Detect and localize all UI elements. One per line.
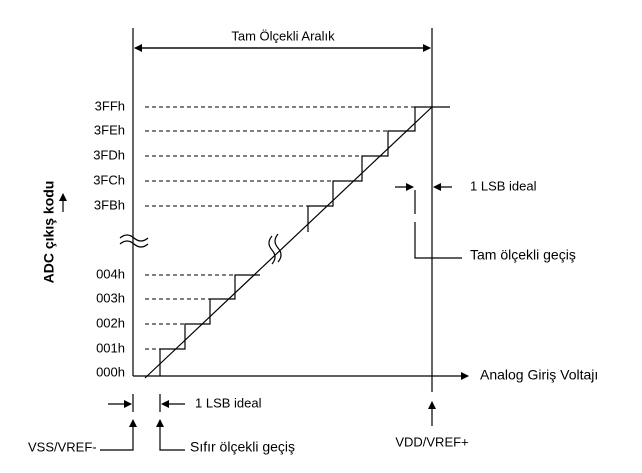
code-label: 002h <box>96 315 125 330</box>
annotation: VSS/VREF- <box>28 439 97 454</box>
code-labels: 3FFh 3FEh 3FDh 3FCh 3FBh 004h 003h 002h … <box>93 98 125 379</box>
y-axis-label-group: ADC çıkış kodu <box>41 181 67 284</box>
title: Tam Ölçekli Aralık <box>231 28 335 43</box>
annotation: VDD/VREF+ <box>395 434 468 449</box>
code-label: 004h <box>96 266 125 281</box>
annotation: Tam ölçekli geçiş <box>470 247 576 263</box>
code-label: 3FEh <box>94 122 125 137</box>
code-label: 3FCh <box>93 172 125 187</box>
frame <box>132 28 469 392</box>
dashed-guides <box>145 106 415 350</box>
x-axis-label: Analog Giriş Voltajı <box>480 367 598 383</box>
break-marks <box>119 233 282 265</box>
code-label: 3FBh <box>94 197 125 212</box>
code-label: 003h <box>96 290 125 305</box>
code-label: 001h <box>96 340 125 355</box>
code-label: 000h <box>96 364 125 379</box>
annotation: Sıfır ölçekli geçiş <box>190 439 295 455</box>
code-label: 3FFh <box>95 98 125 113</box>
annotation: 1 LSB ideal <box>195 395 262 410</box>
right-annotations: 1 LSB ideal Tam ölçekli geçiş <box>395 178 576 263</box>
code-label: 3FDh <box>93 147 125 162</box>
y-axis-label: ADC çıkış kodu <box>41 181 57 284</box>
bottom-annotations: 1 LSB ideal VSS/VREF- Sıfır ölçekli geçi… <box>28 394 469 455</box>
annotation: 1 LSB ideal <box>470 178 537 193</box>
transfer-steps <box>144 106 450 379</box>
